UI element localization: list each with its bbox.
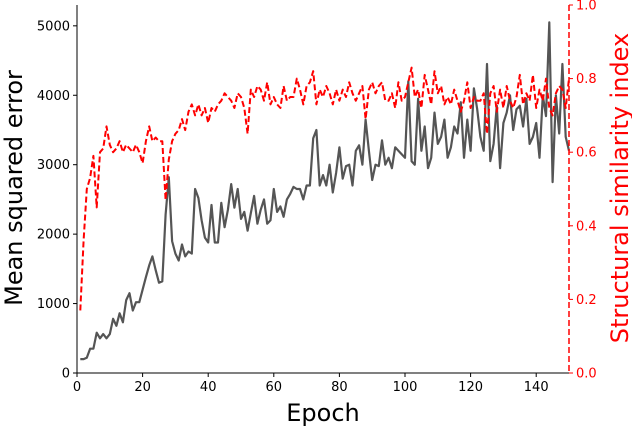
y-left-tick-label: 5000 — [37, 19, 70, 34]
x-axis: 0 20 40 60 80 100 120 140 — [73, 372, 569, 395]
y-right-tick-label: 0.4 — [576, 219, 597, 234]
ssim-series-line — [79, 66, 570, 311]
x-tick-label: 0 — [73, 380, 81, 395]
y-left-tick-label: 4000 — [37, 89, 70, 104]
mse-series-line — [80, 21, 571, 361]
y-right-tick-label: 1.0 — [576, 0, 597, 14]
x-tick-label: 80 — [331, 380, 348, 395]
x-tick-label: 120 — [458, 380, 483, 395]
y-axis-right-title: Structural similarity index — [606, 33, 632, 343]
y-axis-left: 0 1000 2000 3000 4000 5000 — [37, 5, 78, 382]
y-axis-right: 0.0 0.2 0.4 0.6 0.8 1.0 — [568, 0, 597, 382]
y-left-tick-label: 0 — [62, 367, 70, 382]
y-right-tick-label: 0.8 — [576, 72, 597, 87]
y-left-tick-label: 1000 — [37, 297, 70, 312]
x-tick-label: 100 — [393, 380, 418, 395]
x-tick-label: 20 — [134, 380, 151, 395]
y-axis-left-title: Mean squared error — [0, 70, 28, 306]
y-left-tick-label: 2000 — [37, 228, 70, 243]
x-tick-label: 140 — [524, 380, 549, 395]
y-left-tick-label: 3000 — [37, 158, 70, 173]
x-tick-label: 40 — [200, 380, 217, 395]
x-tick-label: 60 — [266, 380, 283, 395]
plot-area — [79, 21, 571, 361]
y-right-tick-label: 0.2 — [576, 293, 597, 308]
y-right-tick-label: 0.0 — [576, 367, 597, 382]
y-right-tick-label: 0.6 — [576, 146, 597, 161]
x-axis-title: Epoch — [286, 399, 360, 427]
